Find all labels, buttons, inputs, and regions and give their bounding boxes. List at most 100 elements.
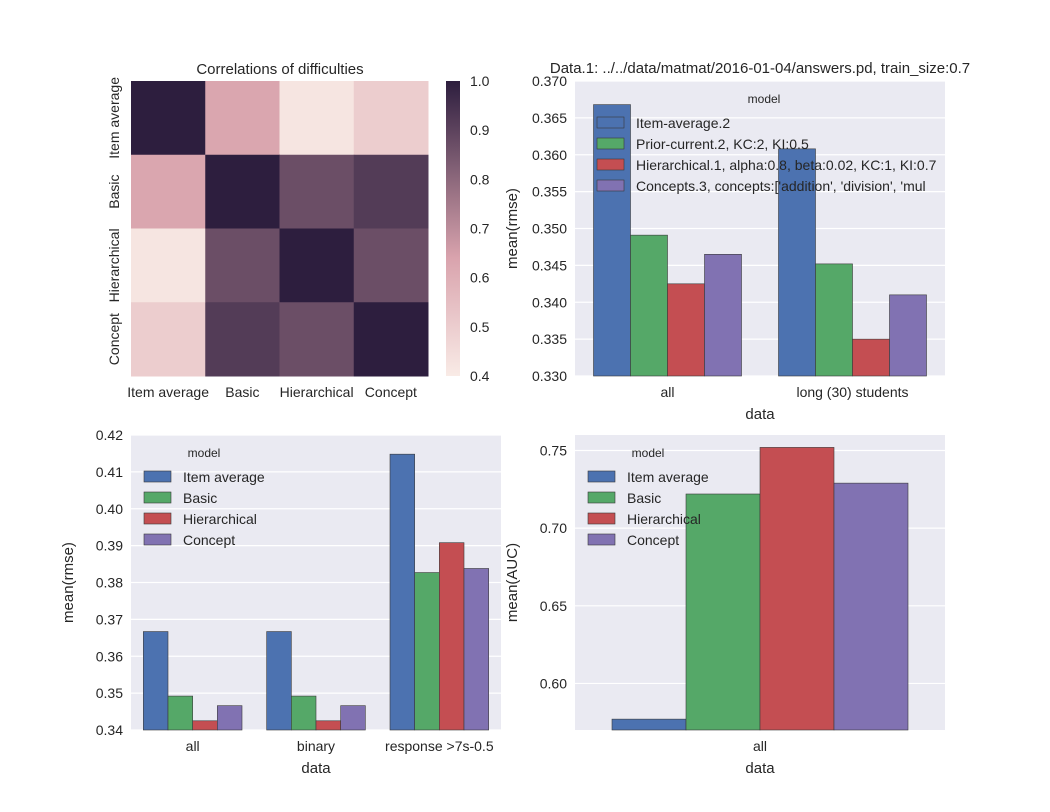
y-tick-label: 0.65	[540, 598, 567, 614]
heatmap-cell	[131, 302, 206, 377]
legend-swatch	[587, 470, 616, 483]
bar	[593, 104, 631, 377]
bar	[463, 568, 489, 731]
bar	[340, 705, 366, 731]
legend-title: model	[188, 446, 221, 460]
y-tick-label: 0.330	[532, 368, 567, 384]
heatmap-y-tick-label: Item average	[106, 77, 122, 159]
bar	[414, 572, 440, 731]
heatmap-cell	[205, 81, 280, 156]
legend-label: Hierarchical	[183, 511, 257, 527]
legend-label: Prior-current.2, KC:2, KI:0.5	[636, 136, 809, 152]
legend-swatch	[143, 512, 172, 525]
chart-title: Data.1: ../../data/matmat/2016-01-04/ans…	[550, 60, 970, 77]
heatmap-cell	[131, 228, 206, 303]
heatmap-cell	[279, 228, 355, 303]
y-axis-label: mean(rmse)	[60, 542, 77, 623]
colorbar-tick-label: 0.9	[470, 122, 490, 138]
y-tick-label: 0.60	[540, 675, 567, 691]
heatmap-cell	[205, 154, 280, 229]
colorbar-tick-label: 1.0	[470, 73, 490, 89]
x-tick-label: all	[660, 384, 674, 400]
legend-swatch	[587, 491, 616, 504]
x-axis-label: data	[745, 406, 775, 423]
legend-label: Concept	[183, 532, 235, 548]
legend-label: Item-average.2	[636, 115, 730, 131]
bar	[667, 283, 705, 377]
legend-title: model	[748, 92, 781, 106]
y-tick-label: 0.40	[96, 501, 123, 517]
legend-label: Basic	[627, 490, 661, 506]
legend-label: Hierarchical	[627, 511, 701, 527]
colorbar-tick-label: 0.4	[470, 368, 490, 384]
legend-swatch	[587, 512, 616, 525]
heatmap-panel: Correlations of difficulties Item averag…	[106, 61, 490, 400]
bar	[815, 263, 853, 377]
heatmap-cell	[205, 228, 280, 303]
bar	[217, 705, 243, 731]
heatmap-cell	[131, 154, 206, 229]
heatmap-y-tick-label: Concept	[106, 313, 122, 365]
legend: model Item-average.2 Prior-current.2, KC:2…	[596, 92, 937, 194]
legend-label: Item average	[183, 469, 265, 485]
bar	[389, 453, 415, 731]
rmse-by-data-bottom-chart: 0.34 0.35 0.36 0.37 0.38 0.39 0.40 0.41 0.42 all b…	[60, 427, 501, 777]
x-tick-label: response >7s-0.5	[385, 738, 494, 754]
x-tick-label: all	[186, 738, 200, 754]
y-tick-label: 0.335	[532, 331, 567, 347]
y-tick-label: 0.34	[96, 722, 123, 738]
legend-swatch	[596, 179, 625, 192]
heatmap-cell	[353, 154, 429, 229]
bar	[266, 631, 292, 731]
heatmap-cell	[353, 302, 429, 377]
y-tick-label: 0.345	[532, 257, 567, 273]
legend-swatch	[596, 116, 625, 129]
legend-label: Basic	[183, 490, 217, 506]
heatmap-y-tick-label: Basic	[106, 175, 122, 209]
y-tick-label: 0.350	[532, 221, 567, 237]
x-tick-label: long (30) students	[796, 384, 908, 400]
legend-swatch	[143, 491, 172, 504]
bar	[778, 148, 816, 377]
heatmap-colorbar: 1.0 0.9 0.8 0.7 0.6 0.5 0.4	[446, 73, 490, 384]
legend-swatch	[143, 533, 172, 546]
y-axis-label: mean(rmse)	[504, 188, 521, 269]
bar	[852, 338, 890, 377]
legend: model Item average Basic Hierarchical Concep…	[143, 446, 265, 548]
auc-by-data-chart: 0.60 0.65 0.70 0.75 all data mean(AUC) model Ite…	[504, 435, 945, 777]
heatmap-cell	[279, 302, 355, 377]
y-tick-label: 0.35	[96, 685, 123, 701]
legend-swatch	[143, 470, 172, 483]
y-tick-label: 0.365	[532, 110, 567, 126]
x-tick-label: binary	[297, 738, 335, 754]
colorbar-tick-label: 0.6	[470, 270, 490, 286]
heatmap-cell	[205, 302, 280, 377]
legend: model Item average Basic Hierarchical Concep…	[587, 446, 709, 548]
heatmap-x-tick-label: Item average	[127, 384, 209, 400]
bar	[611, 718, 687, 731]
y-tick-label: 0.41	[96, 464, 123, 480]
y-tick-label: 0.75	[540, 443, 567, 459]
heatmap-y-tick-labels: Item average Basic Hierarchical Concept	[106, 77, 122, 365]
heatmap-x-tick-label: Basic	[225, 384, 259, 400]
heatmap-cell	[353, 81, 429, 156]
legend-title: model	[632, 446, 665, 460]
y-tick-label: 0.355	[532, 184, 567, 200]
y-tick-label: 0.39	[96, 538, 123, 554]
y-tick-label: 0.340	[532, 294, 567, 310]
bar	[704, 254, 742, 377]
legend-swatch	[587, 533, 616, 546]
bar	[143, 631, 169, 731]
heatmap-cell	[279, 81, 355, 156]
colorbar-tick-label: 0.8	[470, 171, 490, 187]
bar	[759, 447, 835, 731]
y-tick-label: 0.38	[96, 575, 123, 591]
heatmap-x-tick-label: Hierarchical	[280, 384, 354, 400]
bar	[167, 695, 193, 731]
heatmap-title: Correlations of difficulties	[196, 61, 363, 78]
colorbar-gradient	[446, 81, 460, 376]
bar	[439, 542, 465, 731]
heatmap-x-tick-label: Concept	[365, 384, 417, 400]
x-tick-label: all	[753, 738, 767, 754]
